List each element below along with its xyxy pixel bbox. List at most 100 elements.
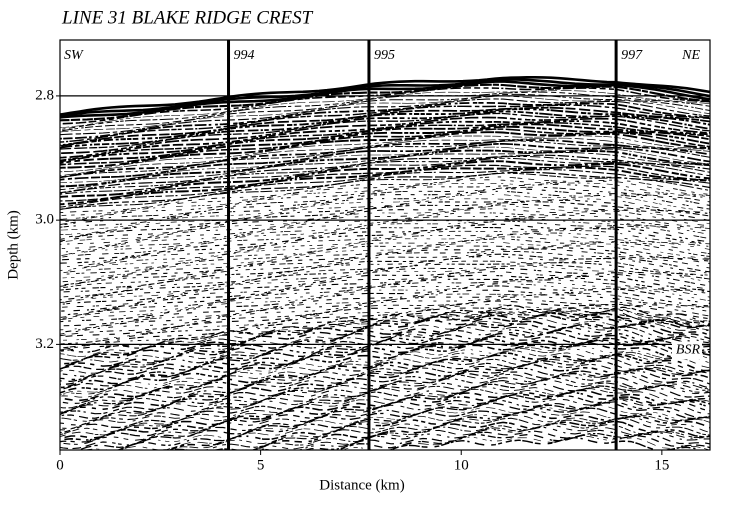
reflector <box>60 311 710 351</box>
reflector <box>60 354 710 405</box>
reflector <box>60 357 710 409</box>
reflector <box>60 260 710 298</box>
reflector <box>60 135 710 173</box>
reflector <box>60 112 710 150</box>
reflector <box>60 122 710 162</box>
reflector <box>60 146 710 184</box>
reflector <box>60 186 710 225</box>
reflector <box>60 139 710 179</box>
reflector <box>60 267 710 306</box>
reflector <box>60 307 710 345</box>
reflector <box>60 234 710 272</box>
reflector <box>60 188 710 226</box>
reflector <box>60 251 710 289</box>
reflector <box>60 238 710 276</box>
annotation: NE <box>681 48 700 63</box>
reflector <box>60 296 710 335</box>
reflector <box>60 289 710 327</box>
reflector <box>60 214 710 253</box>
reflector <box>60 377 710 430</box>
reflector <box>60 320 710 370</box>
reflector <box>60 106 710 147</box>
chart-title: LINE 31 BLAKE RIDGE CREST <box>61 7 314 28</box>
reflector <box>60 120 710 159</box>
reflector <box>60 87 710 125</box>
reflector <box>60 154 710 194</box>
annotation-background <box>62 47 92 65</box>
reflector <box>60 184 710 223</box>
site-background <box>230 46 261 66</box>
y-axis-label: Depth (km) <box>5 210 21 280</box>
reflector <box>60 218 710 257</box>
annotation: BSR <box>676 343 701 358</box>
site-background <box>618 46 649 66</box>
reflector <box>60 294 710 333</box>
reflector <box>60 391 710 442</box>
reflector <box>60 199 710 238</box>
annotation-background <box>672 341 702 360</box>
y-tick-label: 2.8 <box>35 87 54 103</box>
reflector <box>166 417 710 450</box>
reflector <box>60 76 710 116</box>
reflector <box>60 300 710 338</box>
reflector <box>167 411 710 450</box>
reflector <box>60 102 710 140</box>
reflector <box>60 274 710 312</box>
reflector <box>60 95 710 133</box>
reflector <box>60 190 710 228</box>
reflector <box>60 383 710 434</box>
reflector <box>60 363 710 415</box>
reflector <box>60 104 710 143</box>
reflector <box>60 156 710 194</box>
reflector <box>60 171 710 210</box>
reflector <box>60 342 710 394</box>
reflector <box>60 351 710 402</box>
reflector <box>60 279 710 318</box>
reflector <box>60 236 710 274</box>
reflector <box>60 201 710 240</box>
reflector <box>60 160 710 198</box>
site-label: 995 <box>374 48 395 63</box>
reflector <box>60 217 710 256</box>
reflector <box>303 430 710 450</box>
plot-frame <box>59 39 711 451</box>
reflector <box>60 245 710 283</box>
x-axis-label: Distance (km) <box>319 477 404 493</box>
reflector <box>60 131 710 169</box>
reflector <box>252 423 710 450</box>
reflector <box>60 262 710 301</box>
reflector <box>60 226 710 264</box>
reflector <box>60 361 710 415</box>
reflector <box>60 375 710 426</box>
x-tick-label: 15 <box>654 457 669 473</box>
reflector <box>60 142 710 181</box>
reflector <box>60 308 710 358</box>
reflector <box>60 281 710 320</box>
reflector <box>60 264 710 304</box>
reflector <box>213 420 710 450</box>
reflector <box>60 326 710 377</box>
reflector <box>60 116 710 155</box>
reflector <box>60 149 710 188</box>
reflector <box>60 140 710 179</box>
reflector <box>60 338 710 389</box>
reflector <box>60 232 710 271</box>
reflector <box>60 271 710 308</box>
reflector <box>60 182 710 220</box>
reflector <box>252 426 710 450</box>
reflector <box>60 179 710 216</box>
reflector <box>60 335 710 386</box>
reflector <box>75 402 710 450</box>
reflector <box>60 298 710 337</box>
reflector <box>60 347 710 396</box>
reflector <box>60 317 710 370</box>
reflector <box>60 90 710 129</box>
reflector <box>60 137 710 176</box>
reflector <box>60 345 710 396</box>
reflector <box>60 152 710 191</box>
reflector <box>60 339 710 390</box>
y-tick-label: 3.2 <box>35 336 54 352</box>
reflector <box>60 203 710 242</box>
reflector <box>60 205 710 243</box>
